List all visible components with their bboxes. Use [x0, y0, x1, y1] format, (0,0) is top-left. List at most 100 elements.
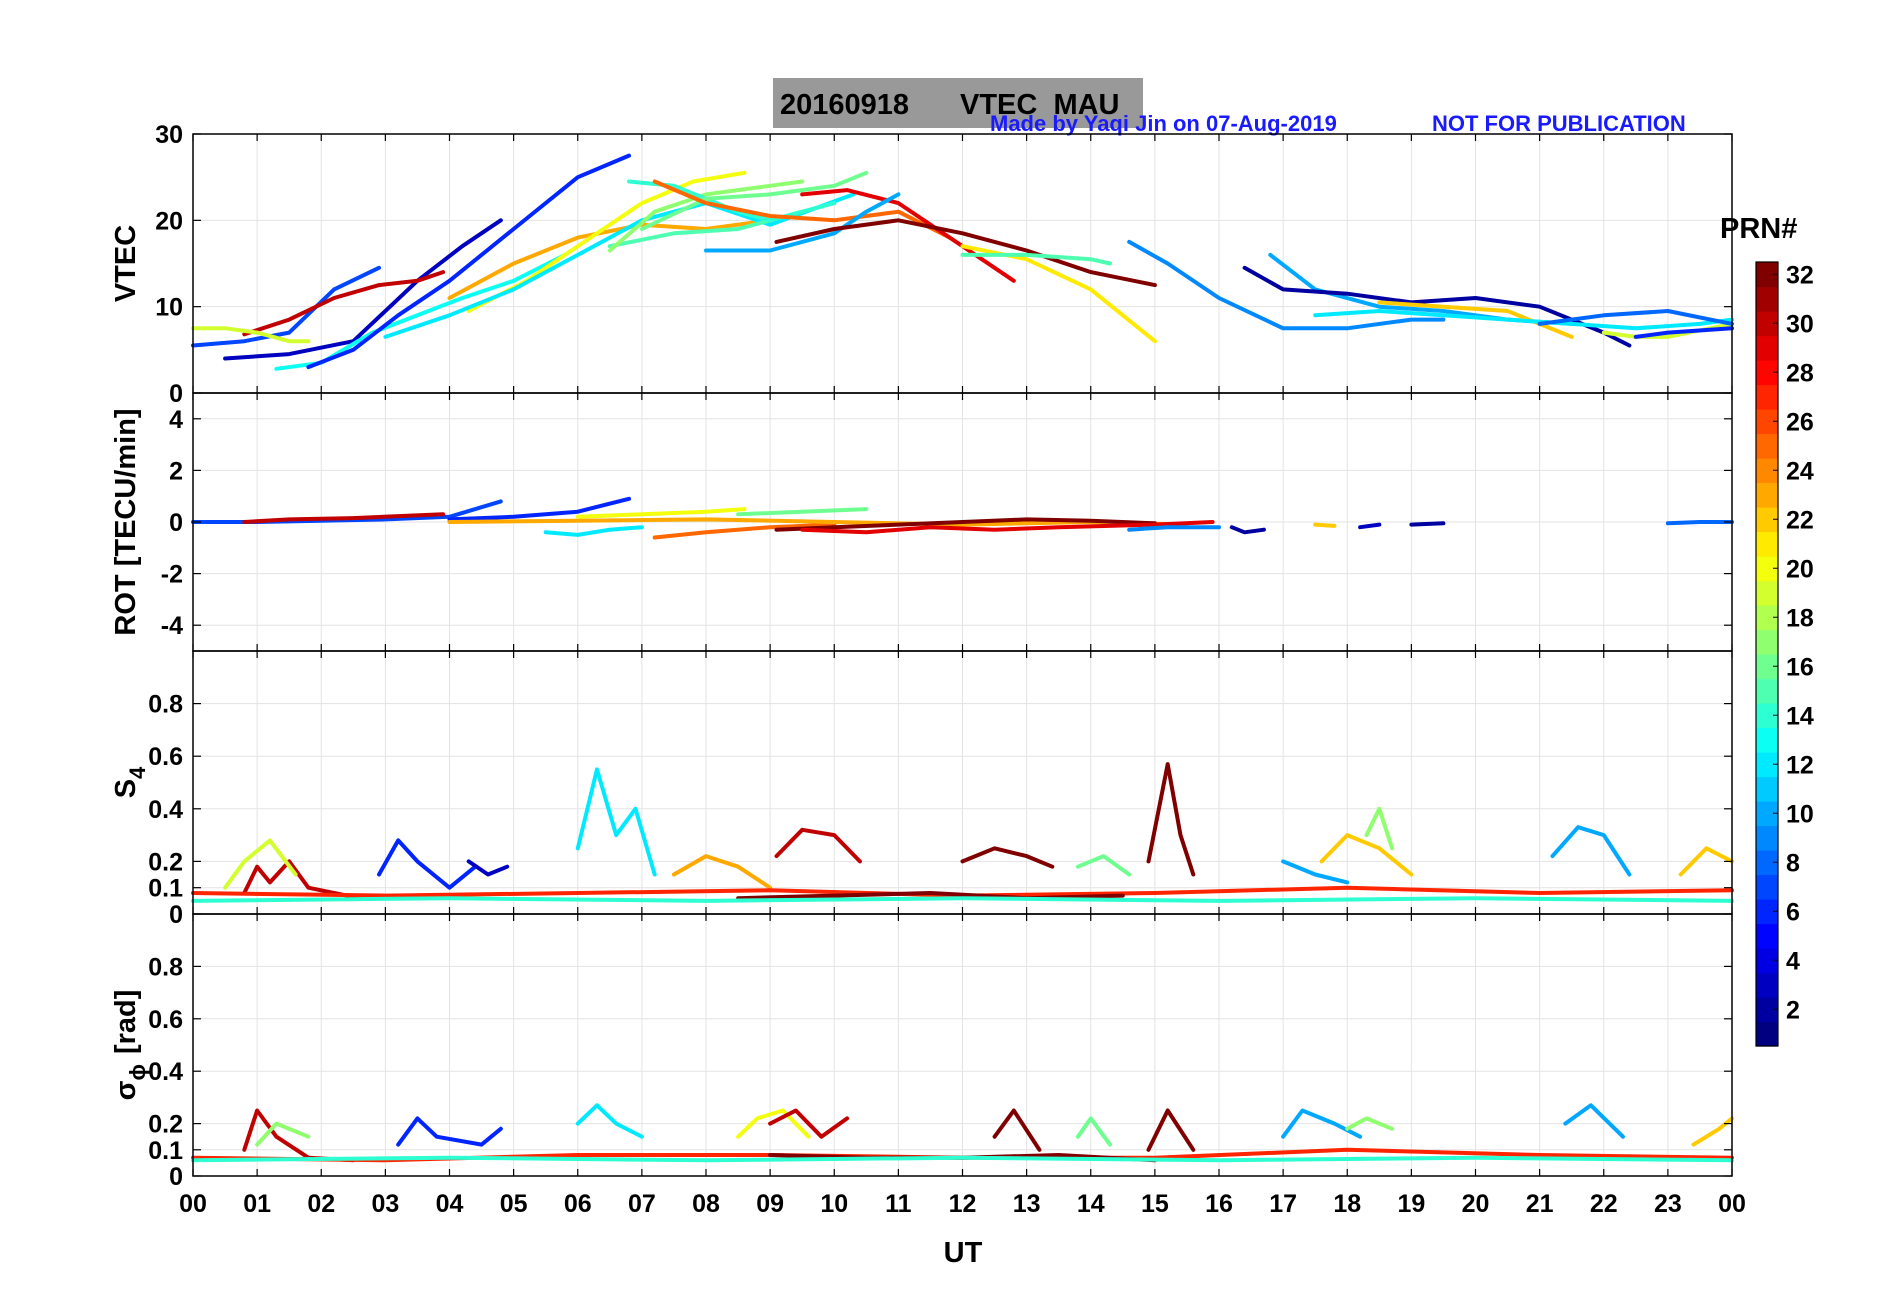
x-tick-label: 21: [1526, 1190, 1554, 1218]
series-prn-8: [1665, 520, 1734, 526]
colorbar-segment: [1756, 678, 1778, 704]
x-tick-label: 20: [1462, 1190, 1490, 1218]
colorbar-segment: [1756, 531, 1778, 557]
y-tick-label: 2: [169, 457, 183, 485]
series-prn-30: [768, 1108, 850, 1139]
series-prn-6: [396, 1116, 503, 1147]
colorbar-segment: [1756, 580, 1778, 606]
x-tick-label: 01: [243, 1190, 271, 1218]
colorbar-tick-label: 2: [1786, 996, 1800, 1024]
series-prn-14: [191, 896, 1734, 903]
y-tick-label: 10: [155, 294, 183, 322]
y-axis-label: σϕ[rad]: [110, 990, 150, 1101]
series-prn-6: [306, 153, 631, 370]
colorbar-tick-label: 4: [1786, 947, 1800, 975]
series-prn-25: [652, 522, 837, 540]
series-prn-17: [1345, 1116, 1395, 1131]
series-prn-16: [639, 170, 869, 231]
x-tick-label: 09: [756, 1190, 784, 1218]
colorbar-frame: [1755, 261, 1779, 1047]
series-prn-16: [1075, 854, 1132, 877]
x-axis-label: UT: [944, 1237, 983, 1269]
y-tick-label: 0.8: [148, 953, 183, 981]
series-prn-10: [1281, 859, 1350, 885]
series-prn-20: [736, 1108, 811, 1139]
x-tick-label: 02: [307, 1190, 335, 1218]
series-prn-29: [800, 188, 1016, 283]
colorbar-tick-label: 18: [1786, 604, 1814, 632]
series-prn-12: [383, 192, 856, 339]
y-tick-label: 0: [169, 901, 183, 929]
y-tick-label: 0.8: [148, 691, 183, 719]
series-prn-10: [1550, 825, 1632, 877]
y-tick-label: 20: [155, 207, 183, 235]
series-prn-30: [774, 827, 862, 864]
x-tick-label: 14: [1077, 1190, 1105, 1218]
y-tick-label: 0: [169, 509, 183, 537]
series-prn-6: [377, 838, 478, 890]
colorbar-segment: [1756, 335, 1778, 361]
series-prn-12: [575, 767, 657, 877]
series-prn-15: [960, 252, 1112, 266]
y-tick-label: 0.4: [148, 1058, 183, 1086]
series-prn-16: [1075, 1116, 1112, 1147]
series-prn-12: [543, 525, 644, 537]
series-prn-7: [191, 265, 381, 348]
y-tick-label: 0: [169, 1163, 183, 1191]
panel-s4: 00.10.2 0.4 0.6 0.8 S4: [110, 650, 1734, 929]
x-tick-label: 00: [1718, 1190, 1746, 1218]
series-prn-17: [255, 1121, 311, 1147]
colorbar-tick-label: 12: [1786, 751, 1814, 779]
colorbar-segment: [1756, 458, 1778, 484]
colorbar-segment: [1756, 727, 1778, 753]
colorbar-segment: [1756, 972, 1778, 998]
x-tick-label: 05: [500, 1190, 528, 1218]
colorbar-segment: [1756, 776, 1778, 802]
series-prn-23: [447, 218, 773, 300]
x-tick-label: 12: [949, 1190, 977, 1218]
x-tick-label: 04: [436, 1190, 464, 1218]
series-prn-32: [774, 218, 1157, 288]
y-tick-label: 0.6: [148, 743, 183, 771]
x-tick-label: 17: [1269, 1190, 1297, 1218]
x-tick-label: 22: [1590, 1190, 1618, 1218]
y-axis-label: VTEC: [110, 225, 142, 302]
x-tick-label: 08: [692, 1190, 720, 1218]
series-prn-2: [1229, 525, 1266, 535]
title-date: 20160918: [780, 89, 909, 121]
colorbar-segment: [1756, 1021, 1778, 1047]
x-tick-label: 06: [564, 1190, 592, 1218]
colorbar-segment: [1756, 507, 1778, 533]
colorbar-segment: [1756, 874, 1778, 900]
series-prn-9: [1127, 525, 1221, 532]
series-prn-19: [191, 326, 311, 344]
x-tick-label: 23: [1654, 1190, 1682, 1218]
panel-sigma-phi: 00.10.2 0.4 0.6 0.8 σϕ[rad] 00 01 02 03 04 05 06 07 0…: [110, 913, 1746, 1218]
colorbar-tick-label: 8: [1786, 849, 1800, 877]
title-box: [773, 78, 1143, 128]
y-tick-label: 0: [169, 380, 183, 408]
colorbar-tick-label: 32: [1786, 261, 1814, 289]
series-prn-22: [1678, 846, 1734, 877]
colorbar-tick-label: 10: [1786, 800, 1814, 828]
y-tick-label: 4: [169, 406, 183, 434]
x-tick-label: 10: [820, 1190, 848, 1218]
series-prn-21: [960, 244, 1157, 344]
colorbar-tick-label: 14: [1786, 702, 1814, 730]
y-tick-label: 0.2: [148, 1111, 183, 1139]
colorbar-tick-label: 16: [1786, 653, 1814, 681]
y-tick-label: 30: [155, 121, 183, 149]
series-prn-17: [607, 179, 805, 253]
colorbar-segment: [1756, 311, 1778, 337]
x-tick-label: 00: [179, 1190, 207, 1218]
series-prn-3: [1358, 522, 1382, 530]
title-main: VTEC MAU: [960, 89, 1120, 121]
colorbar-title: PRN#: [1720, 213, 1797, 245]
colorbar-segment: [1756, 825, 1778, 851]
notice-text: NOT FOR PUBLICATION: [1432, 111, 1686, 136]
series-prn-10: [704, 192, 901, 253]
series-prn-3: [223, 218, 503, 361]
colorbar-tick-label: 24: [1786, 457, 1814, 485]
